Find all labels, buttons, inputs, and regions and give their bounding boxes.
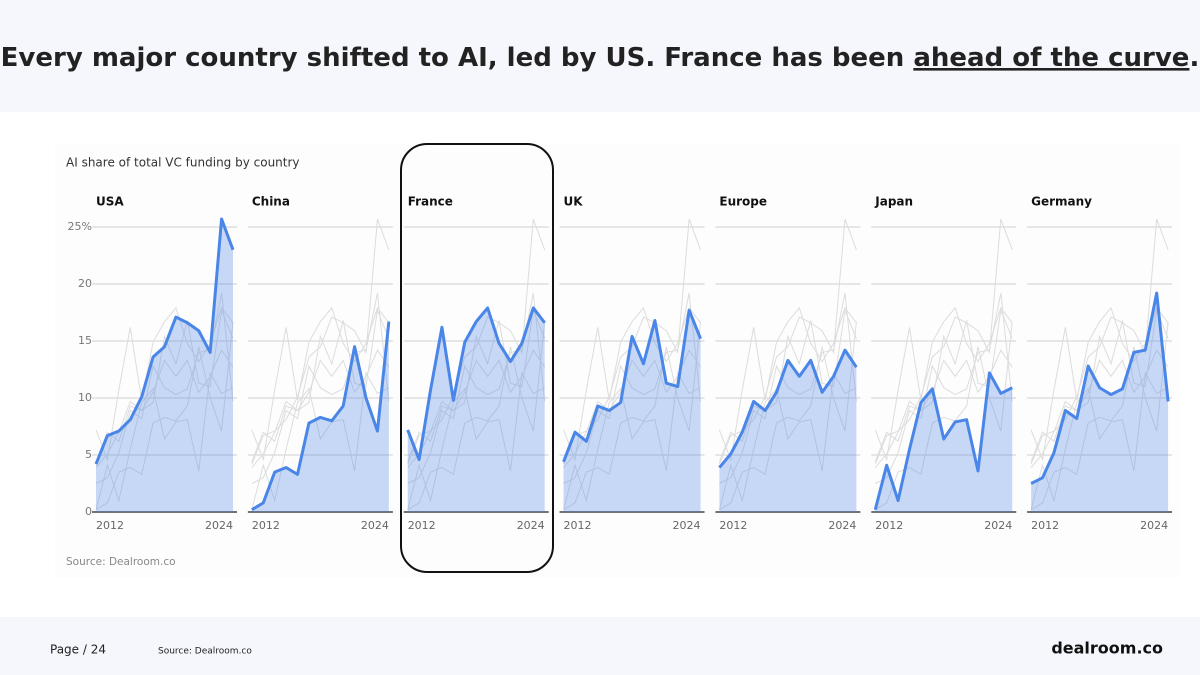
context-line bbox=[1030, 308, 1169, 463]
x-tick-label: 2024 bbox=[673, 519, 701, 532]
context-line bbox=[407, 371, 545, 510]
context-line bbox=[874, 308, 1013, 463]
line bbox=[562, 308, 702, 463]
x-tick-label: 2012 bbox=[875, 519, 903, 532]
page-number: Page / 24 bbox=[50, 643, 106, 657]
x-tick-label: 2024 bbox=[361, 519, 389, 532]
context-line bbox=[718, 306, 857, 462]
context-line bbox=[719, 321, 857, 511]
footer-band bbox=[0, 617, 1200, 675]
header-band bbox=[0, 0, 1200, 112]
context-line bbox=[563, 371, 701, 510]
panel-source: Source: Dealroom.co bbox=[66, 556, 176, 568]
x-tick-label: 2012 bbox=[408, 519, 436, 532]
slide-title: Every major country shifted to AI, led b… bbox=[1, 43, 1200, 73]
context-line bbox=[251, 306, 390, 462]
chart-title: USA bbox=[96, 195, 124, 209]
y-tick-label: 25% bbox=[68, 220, 92, 233]
context-line bbox=[875, 293, 1013, 484]
title-part: Every major country shifted to AI, led b… bbox=[1, 43, 914, 73]
area bbox=[563, 310, 701, 512]
chart-title: Japan bbox=[874, 195, 913, 209]
context-line bbox=[718, 308, 857, 463]
context-line bbox=[1030, 321, 1169, 511]
context-line bbox=[719, 293, 857, 484]
context-line bbox=[407, 293, 546, 484]
line bbox=[406, 306, 546, 462]
y-tick-label: 10 bbox=[78, 391, 92, 404]
y-tick-label: 20 bbox=[78, 277, 92, 290]
x-tick-label: 2012 bbox=[96, 519, 124, 532]
chart-title: Germany bbox=[1031, 195, 1092, 209]
context-line bbox=[563, 321, 702, 511]
title-part: . bbox=[1189, 43, 1199, 73]
context-line bbox=[251, 308, 390, 463]
area bbox=[96, 219, 233, 512]
y-tick-label: 0 bbox=[85, 505, 92, 518]
context-line bbox=[874, 306, 1013, 462]
context-line bbox=[251, 371, 390, 510]
line bbox=[251, 321, 391, 512]
highlight-oval bbox=[400, 143, 554, 573]
area bbox=[1031, 293, 1169, 512]
area bbox=[719, 350, 857, 512]
context-line bbox=[563, 293, 702, 484]
x-tick-label: 2012 bbox=[564, 519, 592, 532]
area bbox=[407, 307, 545, 512]
x-tick-label: 2012 bbox=[1031, 519, 1059, 532]
x-tick-label: 2024 bbox=[828, 519, 856, 532]
context-line bbox=[95, 308, 234, 463]
line bbox=[94, 217, 235, 465]
x-tick-label: 2012 bbox=[719, 519, 747, 532]
brand: dealroom.co bbox=[1051, 639, 1163, 658]
line bbox=[1030, 291, 1170, 485]
context-line bbox=[95, 321, 234, 511]
chart-title: France bbox=[408, 195, 453, 209]
footer-source: Source: Dealroom.co bbox=[158, 647, 252, 657]
line bbox=[718, 348, 858, 469]
panel-title: AI share of total VC funding by country bbox=[66, 156, 300, 170]
context-line bbox=[251, 293, 390, 484]
context-line bbox=[874, 321, 1013, 511]
area bbox=[251, 321, 389, 512]
context-line bbox=[563, 306, 701, 462]
x-tick-label: 2024 bbox=[984, 519, 1012, 532]
x-tick-label: 2024 bbox=[205, 519, 233, 532]
context-line bbox=[407, 321, 546, 511]
chart-title: Europe bbox=[719, 195, 767, 209]
y-tick-label: 15 bbox=[78, 334, 92, 347]
context-line bbox=[1030, 371, 1169, 510]
context-line bbox=[407, 308, 546, 463]
chart-title: UK bbox=[564, 195, 584, 209]
y-tick-label: 5 bbox=[85, 448, 92, 461]
x-tick-label: 2012 bbox=[252, 519, 280, 532]
area bbox=[875, 372, 1013, 512]
line bbox=[873, 371, 1013, 511]
title-underlined: ahead of the curve bbox=[913, 43, 1189, 73]
x-tick-label: 2024 bbox=[1140, 519, 1168, 532]
small-multiples: USA 0 5 10 15 20 25% 2012 2024 China 2012 2024 Franc… bbox=[68, 195, 1173, 532]
context-line bbox=[95, 371, 234, 510]
chart-title: China bbox=[252, 195, 290, 209]
x-tick-label: 2024 bbox=[517, 519, 545, 532]
